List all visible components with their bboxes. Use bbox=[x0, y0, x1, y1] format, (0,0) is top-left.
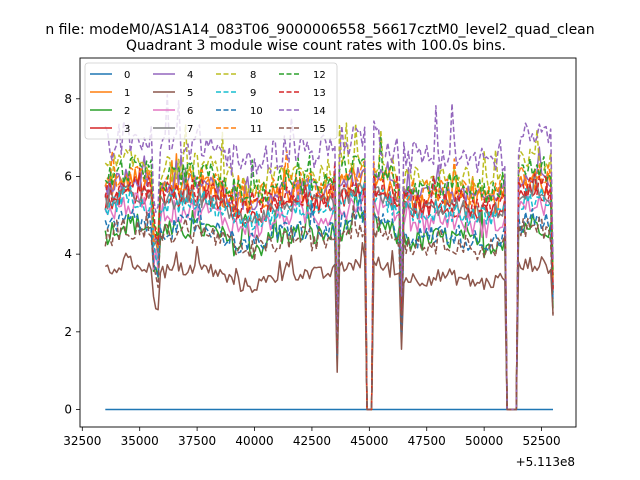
x-offset-label: +5.113e8 bbox=[516, 455, 575, 469]
legend-label: 11 bbox=[250, 124, 263, 135]
legend-label: 4 bbox=[187, 70, 193, 81]
legend-label: 13 bbox=[313, 88, 326, 99]
plot-area bbox=[104, 94, 554, 411]
legend-label: 12 bbox=[313, 70, 326, 81]
chart-suptitle: n file: modeM0/AS1A14_083T06_9000006558_… bbox=[45, 22, 594, 38]
x-tick-label: 40000 bbox=[235, 434, 273, 448]
series-line-10 bbox=[104, 189, 554, 411]
series-line-8 bbox=[104, 122, 554, 411]
y-tick-label: 2 bbox=[64, 325, 72, 339]
x-tick-label: 47500 bbox=[408, 434, 446, 448]
legend-label: 3 bbox=[124, 124, 130, 135]
legend-box bbox=[84, 62, 338, 140]
chart-title: Quadrant 3 module wise count rates with … bbox=[126, 38, 506, 54]
y-axis: 0 2 4 6 8 bbox=[64, 92, 80, 417]
y-tick-label: 0 bbox=[64, 403, 72, 417]
x-tick-label: 32500 bbox=[63, 434, 101, 448]
legend-label: 9 bbox=[250, 88, 256, 99]
x-tick-label: 45000 bbox=[350, 434, 388, 448]
x-tick-label: 42500 bbox=[293, 434, 331, 448]
legend-label: 10 bbox=[250, 106, 263, 117]
y-tick-label: 6 bbox=[64, 169, 72, 183]
legend-label: 7 bbox=[187, 124, 193, 135]
x-tick-label: 50000 bbox=[465, 434, 503, 448]
series-line-5 bbox=[104, 241, 554, 411]
series-line-12 bbox=[104, 136, 554, 411]
legend-label: 2 bbox=[124, 106, 130, 117]
series-line-15 bbox=[104, 203, 554, 411]
x-tick-label: 35000 bbox=[121, 434, 159, 448]
x-tick-label: 52500 bbox=[522, 434, 560, 448]
y-tick-label: 4 bbox=[64, 247, 72, 261]
legend-label: 5 bbox=[187, 88, 193, 99]
legend-label: 8 bbox=[250, 70, 256, 81]
series-line-13 bbox=[104, 160, 554, 411]
legend-label: 0 bbox=[124, 70, 130, 81]
legend-label: 14 bbox=[313, 106, 326, 117]
series-line-11 bbox=[104, 149, 554, 411]
legend-label: 6 bbox=[187, 106, 193, 117]
legend-label: 15 bbox=[313, 124, 326, 135]
axes-frame bbox=[79, 57, 577, 428]
legend-label: 1 bbox=[124, 88, 130, 99]
x-axis: 32500 35000 37500 40000 42500 45000 47500 50000… bbox=[63, 427, 561, 448]
series-line-7 bbox=[104, 167, 554, 411]
y-tick-label: 8 bbox=[64, 92, 72, 106]
x-tick-label: 37500 bbox=[178, 434, 216, 448]
